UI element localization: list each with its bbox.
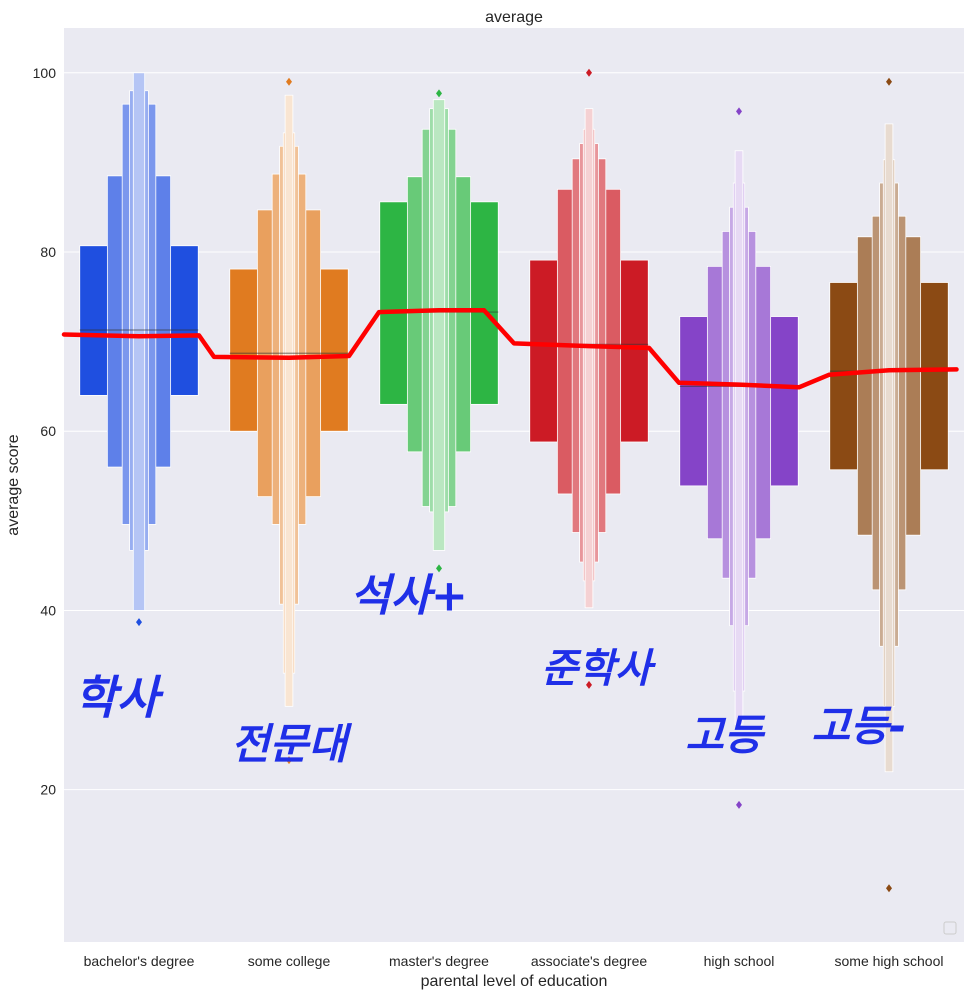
outlier-point [286,756,292,765]
outlier-point [586,680,592,689]
boxen-group [679,107,799,809]
handwritten-annotation: 고등 [685,710,766,759]
outlier-point [586,68,592,77]
y-tick-label: 40 [40,602,56,618]
handwritten-annotation: 고등- [812,701,907,750]
handwritten-annotation: 준학사 [541,646,657,692]
boxen-group [229,77,349,765]
outlier-point [436,89,442,98]
boxen-box [584,108,594,609]
y-tick-label: 100 [33,65,57,81]
boxen-layer [79,68,949,893]
x-tick-label: some high school [835,953,944,969]
outlier-point [136,618,142,627]
handwritten-annotation: 학사 [74,671,164,725]
y-tick-label: 20 [40,782,56,798]
x-tick-label: bachelor's degree [84,953,195,969]
outlier-point [436,564,442,573]
x-tick-label: some college [248,953,331,969]
outlier-point [736,800,742,809]
outlier-point [286,77,292,86]
x-tick-label: high school [704,953,775,969]
plot-background [64,28,964,942]
grid-lines [64,72,964,791]
tick-label-layer: 20 40 60 80 100 bachelor's degree some college… [33,65,944,969]
red-trend-line [61,308,959,390]
boxen-group [829,77,949,893]
outlier-point [736,107,742,116]
boxen-box [734,150,744,725]
x-tick-label: master's degree [389,953,489,969]
y-axis-label: average score [5,434,22,535]
x-axis-label: parental level of education [421,973,608,990]
empty-legend-box [943,921,957,935]
handwritten-annotation: 전문대 [231,719,352,768]
x-tick-label: associate's degree [531,953,648,969]
y-tick-label: 60 [40,423,56,439]
boxen-box [884,123,894,773]
boxen-box [132,72,146,611]
boxen-group [379,89,499,573]
handwritten-annotation: 석사+ [350,570,468,621]
outlier-point [886,884,892,893]
outlier-point [886,77,892,86]
chart-title: average [485,9,543,26]
boxen-group [79,72,199,627]
trend-line-layer [61,308,959,390]
boxen-box [432,99,446,551]
boxen-box [284,94,294,707]
y-tick-label: 80 [40,244,56,260]
